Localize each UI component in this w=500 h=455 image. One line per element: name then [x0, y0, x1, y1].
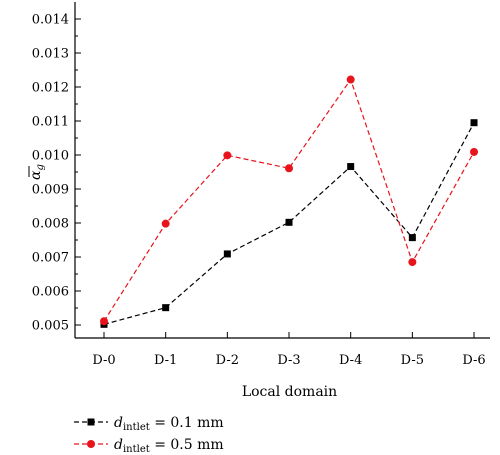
data-point — [470, 119, 478, 127]
x-axis-title: Local domain — [242, 384, 337, 400]
legend-item-2: dintlet = 0.5 mm — [74, 437, 224, 455]
data-point — [470, 147, 479, 156]
data-point — [285, 218, 293, 226]
data-point — [408, 234, 416, 242]
data-point — [408, 258, 417, 267]
x-tick-label: D-4 — [339, 353, 362, 368]
y-axis-title-text: αg — [28, 164, 46, 180]
data-point — [346, 75, 355, 84]
series-1 — [100, 119, 478, 328]
data-point — [162, 304, 170, 312]
legend-rest: = 0.5 mm — [150, 437, 224, 453]
y-axis-title-subscript: g — [35, 164, 46, 170]
legend-rest: = 0.1 mm — [150, 415, 224, 431]
x-tick-label: D-6 — [462, 353, 485, 368]
chart-ticks: 0.005 0.006 0.007 0.008 0.009 0.010 0.011 0.012… — [32, 13, 486, 369]
y-tick-label: 0.005 — [32, 319, 69, 334]
y-tick-label: 0.006 — [32, 285, 69, 300]
legend-marker — [87, 418, 95, 426]
y-tick-label: 0.009 — [32, 183, 69, 198]
y-tick-label: 0.014 — [32, 13, 69, 28]
chart-series — [100, 75, 479, 328]
data-point — [100, 317, 108, 326]
series-2 — [100, 75, 479, 326]
legend-sub: intlet — [123, 422, 150, 433]
x-tick-label: D-5 — [401, 353, 424, 368]
y-axis-title-symbol: α — [28, 170, 44, 180]
data-point — [223, 151, 232, 160]
series-line — [103, 78, 475, 322]
x-tick-label: D-3 — [277, 353, 300, 368]
legend-sub: intlet — [123, 444, 150, 455]
y-tick-label: 0.010 — [32, 149, 69, 164]
y-tick-label: 0.013 — [32, 47, 69, 62]
x-tick-label: D-1 — [154, 353, 177, 368]
data-point — [223, 250, 231, 258]
legend-label: dintlet = 0.1 mm — [114, 415, 224, 433]
x-tick-label: D-2 — [216, 353, 239, 368]
legend-var: d — [114, 415, 123, 431]
y-tick-label: 0.012 — [32, 81, 69, 96]
data-point — [161, 219, 170, 228]
x-tick-label: D-0 — [92, 353, 115, 368]
legend-var: d — [114, 437, 123, 453]
legend-item-1: dintlet = 0.1 mm — [74, 415, 224, 433]
y-axis-title: αg — [28, 164, 46, 180]
legend-marker — [87, 440, 95, 448]
chart-axes — [74, 2, 490, 339]
data-point — [347, 163, 355, 171]
legend-label: dintlet = 0.5 mm — [114, 437, 224, 455]
y-tick-label: 0.008 — [32, 217, 69, 232]
y-tick-label: 0.011 — [32, 115, 69, 130]
y-tick-label: 0.007 — [32, 251, 69, 266]
data-point — [285, 164, 294, 173]
